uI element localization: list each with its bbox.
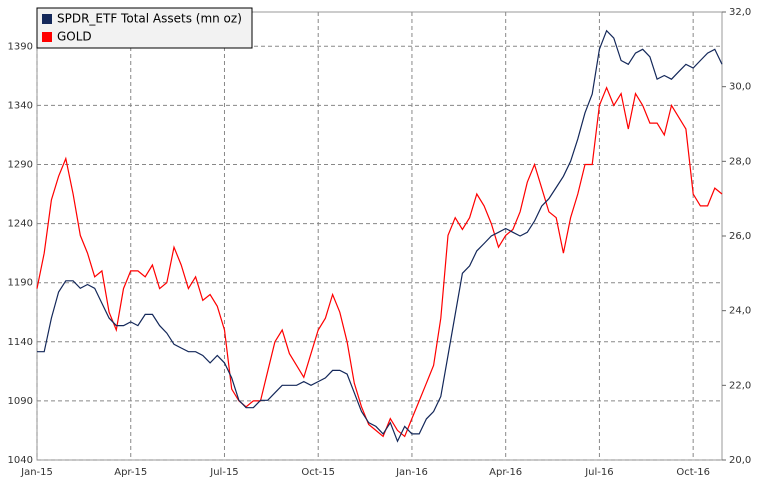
y2-tick-label: 30,0	[729, 82, 751, 93]
y-tick-label: 1140	[8, 337, 33, 348]
y-tick-label: 1190	[8, 278, 33, 289]
y2-tick-label: 24,0	[729, 306, 751, 317]
x-tick-label: Jul-15	[209, 467, 238, 478]
series-line	[36, 86, 723, 438]
legend: SPDR_ETF Total Assets (mn oz) GOLD	[36, 7, 253, 49]
x-tick-label: Oct-15	[301, 467, 335, 478]
plot-frame	[36, 11, 723, 461]
y2-tick-label: 32,0	[729, 7, 751, 18]
y-tick-label: 1090	[8, 396, 33, 407]
x-tick-label: Jan-16	[395, 467, 428, 478]
y-tick-label: 1240	[8, 219, 33, 230]
legend-box	[36, 7, 253, 49]
y-tick-label: 1290	[8, 159, 33, 170]
series-line	[37, 29, 723, 443]
legend-label: SPDR_ETF Total Assets (mn oz)	[57, 12, 242, 26]
y-tick-label: 1340	[8, 100, 33, 111]
x-tick-label: Apr-16	[489, 467, 522, 478]
y-tick-label: 1040	[8, 455, 33, 466]
legend-swatch	[42, 32, 52, 42]
x-tick-label: Oct-16	[676, 467, 710, 478]
x-tick-label: Jan-15	[20, 467, 53, 478]
y-tick-label: 1390	[8, 41, 33, 52]
legend-label: GOLD	[57, 30, 92, 44]
legend-swatch	[42, 14, 52, 24]
x-tick-label: Apr-15	[114, 467, 147, 478]
y2-tick-label: 28,0	[729, 156, 751, 167]
y2-tick-label: 26,0	[729, 231, 751, 242]
y2-tick-label: 22,0	[729, 380, 751, 391]
y2-tick-label: 20,0	[729, 455, 751, 466]
x-tick-label: Jul-16	[584, 467, 613, 478]
